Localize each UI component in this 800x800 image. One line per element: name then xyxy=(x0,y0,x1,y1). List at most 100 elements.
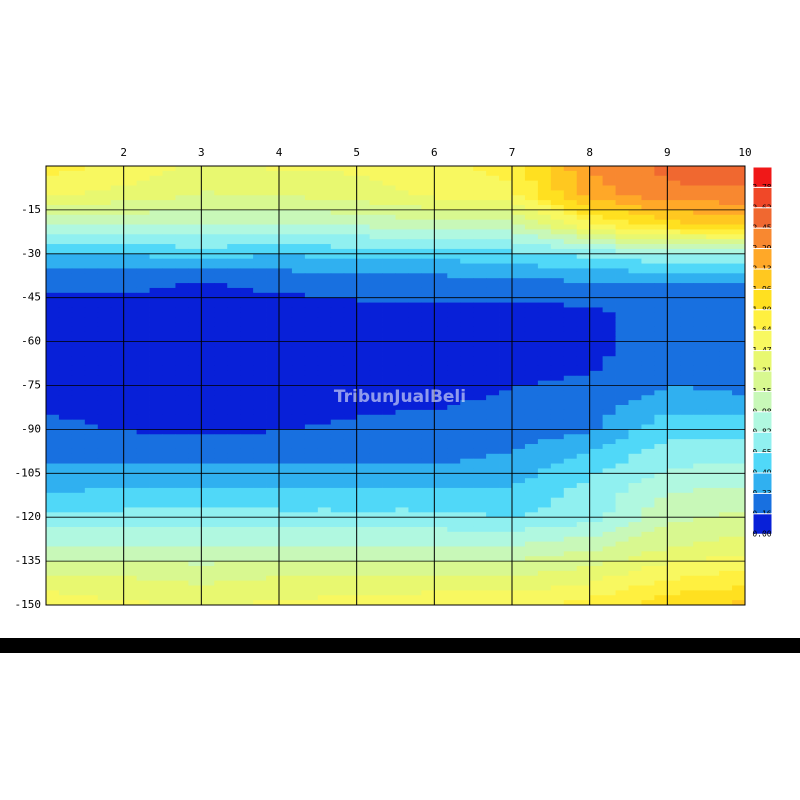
contour-cell xyxy=(188,405,202,411)
contour-cell xyxy=(175,541,189,547)
contour-cell xyxy=(654,283,668,289)
contour-cell xyxy=(499,585,513,591)
contour-cell xyxy=(343,283,358,289)
contour-cell xyxy=(447,522,461,528)
contour-cell xyxy=(84,361,99,367)
contour-cell xyxy=(46,224,60,230)
contour-cell xyxy=(162,434,176,440)
contour-cell xyxy=(693,522,707,528)
contour-cell xyxy=(563,253,578,260)
contour-cell xyxy=(434,585,448,591)
contour-cell xyxy=(46,326,60,333)
contour-cell xyxy=(382,170,396,177)
contour-cell xyxy=(628,439,642,445)
contour-cell xyxy=(58,361,73,367)
contour-cell xyxy=(304,380,319,386)
contour-cell xyxy=(123,526,138,533)
contour-cell xyxy=(447,297,461,303)
contour-cell xyxy=(369,326,383,333)
contour-cell xyxy=(266,370,280,377)
contour-cell xyxy=(136,253,150,260)
contour-cell xyxy=(279,195,293,201)
contour-cell xyxy=(732,322,746,328)
contour-cell xyxy=(71,302,86,308)
contour-cell xyxy=(382,278,396,284)
contour-cell xyxy=(615,292,629,299)
contour-cell xyxy=(421,522,435,528)
contour-cell xyxy=(486,175,500,182)
contour-cell xyxy=(214,322,228,328)
contour-cell xyxy=(395,253,409,260)
contour-cell xyxy=(408,390,422,396)
contour-cell xyxy=(524,224,539,230)
contour-cell xyxy=(499,424,513,430)
contour-cell xyxy=(330,478,345,484)
contour-cell xyxy=(46,258,60,264)
contour-cell xyxy=(693,575,707,582)
contour-cell xyxy=(317,512,332,518)
contour-cell xyxy=(188,565,202,572)
contour-cell xyxy=(732,190,746,196)
contour-cell xyxy=(512,468,526,474)
contour-cell xyxy=(447,590,461,596)
contour-cell xyxy=(602,273,616,279)
contour-cell xyxy=(421,180,435,186)
contour-cell xyxy=(473,224,487,230)
contour-cell xyxy=(97,405,112,411)
contour-cell xyxy=(628,580,642,586)
contour-cell xyxy=(524,385,539,391)
contour-cell xyxy=(279,214,293,221)
contour-cell xyxy=(201,341,215,347)
contour-cell xyxy=(330,429,345,435)
contour-cell xyxy=(434,565,448,572)
contour-cell xyxy=(84,326,99,333)
contour-cell xyxy=(188,278,202,284)
contour-cell xyxy=(149,409,163,416)
contour-cell xyxy=(58,531,73,538)
contour-cell xyxy=(512,385,526,391)
contour-cell xyxy=(589,492,604,499)
contour-cell xyxy=(641,517,655,523)
contour-cell xyxy=(615,497,629,503)
contour-cell xyxy=(421,483,435,489)
contour-cell xyxy=(240,248,254,255)
contour-cell xyxy=(382,473,396,479)
contour-cell xyxy=(654,497,668,503)
contour-cell xyxy=(680,185,694,191)
contour-cell xyxy=(266,234,280,240)
contour-cell xyxy=(641,448,655,455)
contour-cell xyxy=(602,570,616,577)
contour-cell xyxy=(240,522,254,528)
contour-cell xyxy=(84,478,99,484)
contour-cell xyxy=(719,209,733,216)
contour-cell xyxy=(641,307,655,313)
contour-cell xyxy=(214,580,228,586)
contour-cell xyxy=(214,331,228,338)
contour-cell xyxy=(473,209,487,216)
contour-cell xyxy=(537,180,552,186)
contour-cell xyxy=(680,263,694,269)
contour-cell xyxy=(291,492,306,499)
contour-cell xyxy=(162,346,176,352)
contour-cell xyxy=(719,205,733,211)
contour-cell xyxy=(330,512,345,518)
contour-cell xyxy=(460,297,474,303)
contour-cell xyxy=(499,205,513,211)
contour-cell xyxy=(317,453,332,460)
contour-cell xyxy=(240,517,254,523)
contour-cell xyxy=(291,444,306,450)
contour-cell xyxy=(641,507,655,513)
contour-cell xyxy=(473,292,487,299)
contour-cell xyxy=(732,390,746,396)
contour-cell xyxy=(693,180,707,186)
contour-cell xyxy=(110,487,125,494)
contour-cell xyxy=(382,448,396,455)
contour-cell xyxy=(291,546,306,552)
contour-cell xyxy=(279,600,293,606)
contour-cell xyxy=(227,307,241,313)
contour-cell xyxy=(563,258,578,264)
contour-cell xyxy=(550,507,565,513)
contour-cell xyxy=(304,419,319,425)
contour-cell xyxy=(693,517,707,523)
contour-cell xyxy=(460,219,474,225)
